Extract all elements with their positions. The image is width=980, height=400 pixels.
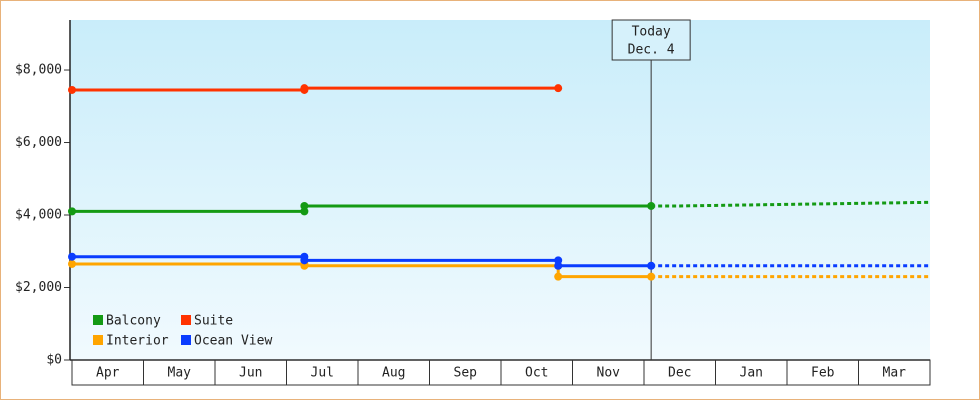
x-tick-label: Jun [239,366,262,381]
y-tick-label: $4,000 [15,208,62,223]
forecast-line [651,200,931,208]
legend-swatch [181,335,191,345]
legend-swatch [93,335,103,345]
point [647,201,656,210]
point [68,207,76,216]
x-tick-label: Sep [454,366,478,381]
point [647,272,656,281]
point [300,201,309,210]
x-tick-label: Oct [525,366,548,381]
y-tick-label: $6,000 [15,135,62,150]
y-tick-label: $2,000 [15,280,62,295]
point [554,84,563,93]
x-tick-label: Dec [668,366,691,381]
today-label: Today [632,25,671,40]
point [300,256,309,265]
point [554,272,563,281]
month-box [858,359,931,386]
x-tick-label: Jan [740,366,763,381]
legend-label: Suite [194,314,233,329]
y-tick-label: $8,000 [15,63,62,78]
x-tick-label: Nov [597,366,621,381]
point [68,85,76,94]
legend-label: Interior [106,334,169,349]
x-tick-label: Aug [382,366,405,381]
legend-swatch [181,315,191,325]
y-tick-label: $0 [46,353,62,368]
plot-area [70,20,930,360]
series-line [72,255,652,268]
legend-label: Balcony [106,314,161,329]
today-box [611,19,691,61]
legend-swatch [93,315,103,325]
point [300,84,309,93]
x-tick-label: Feb [811,366,835,381]
x-tick-label: May [168,366,192,381]
series-line [72,262,652,279]
point [554,261,563,270]
today-label: Dec. 4 [628,43,675,58]
point [68,252,76,261]
point [647,261,656,270]
x-tick-label: Apr [96,366,120,381]
x-tick-label: Jul [311,366,334,381]
point [68,259,76,268]
legend-label: Ocean View [194,334,272,349]
x-tick-label: Mar [883,366,907,381]
